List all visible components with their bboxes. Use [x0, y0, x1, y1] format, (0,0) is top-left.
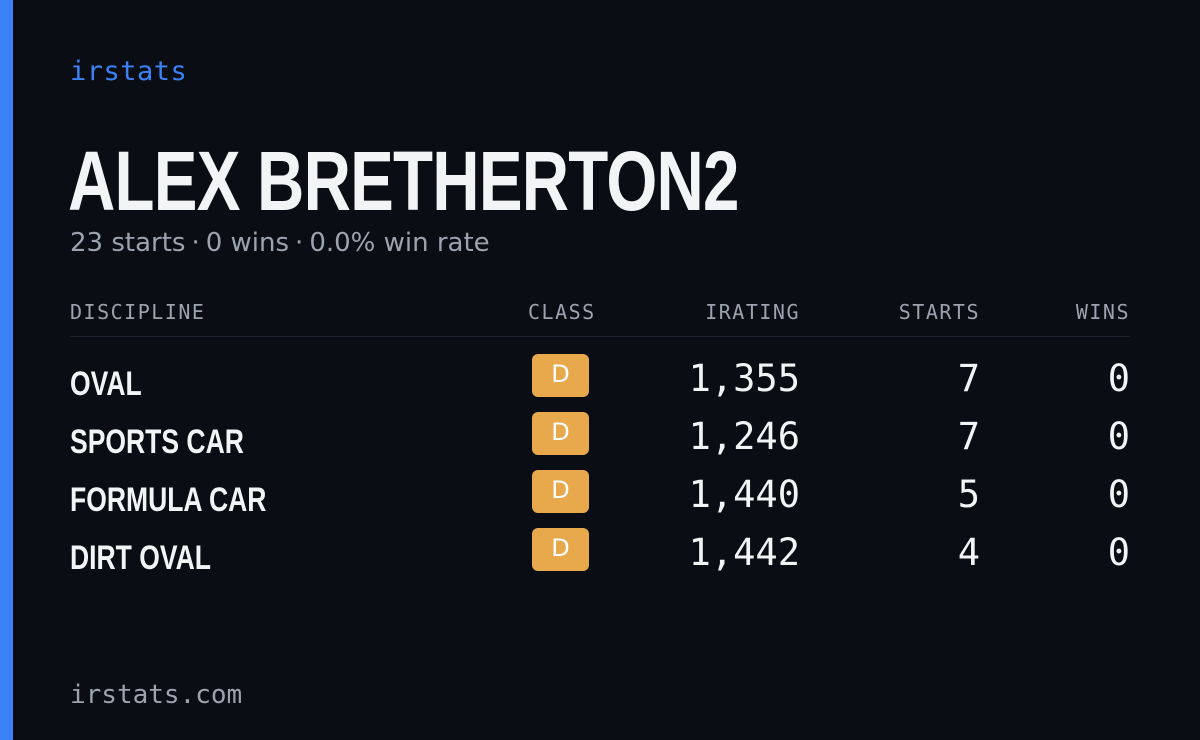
footer-url: irstats.com [70, 680, 243, 710]
starts-value: 7 [957, 357, 980, 400]
starts-value: 4 [957, 531, 980, 574]
accent-bar [0, 0, 13, 740]
summary-separator: · [295, 228, 304, 258]
summary-separator: · [191, 228, 200, 258]
class-badge: D [532, 528, 589, 571]
discipline-table: DISCIPLINE CLASS IRATING STARTS WINS OVA… [70, 300, 1130, 585]
discipline-name: FORMULA CAR [70, 481, 267, 519]
wins-value: 0 [1107, 415, 1130, 458]
header-wins: WINS [1075, 300, 1130, 324]
irating-value: 1,442 [688, 531, 800, 574]
driver-name: ALEX BRETHERTON2 [68, 134, 739, 228]
discipline-name: OVAL [70, 365, 142, 403]
header-irating: IRATING [705, 300, 800, 324]
table-row: FORMULA CAR D 1,440 5 0 [70, 469, 1130, 527]
summary-wins: 0 wins [205, 228, 290, 258]
class-badge: D [532, 470, 589, 513]
header-class: CLASS [528, 300, 596, 324]
irating-value: 1,355 [688, 357, 800, 400]
table-row: DIRT OVAL D 1,442 4 0 [70, 527, 1130, 585]
table-header: DISCIPLINE CLASS IRATING STARTS WINS [70, 300, 1130, 337]
starts-value: 5 [957, 473, 980, 516]
table-row: OVAL D 1,355 7 0 [70, 353, 1130, 411]
summary-win-rate: 0.0% win rate [309, 228, 490, 258]
class-badge: D [532, 412, 589, 455]
starts-value: 7 [957, 415, 980, 458]
driver-summary: 23 starts · 0 wins · 0.0% win rate [70, 228, 490, 258]
wins-value: 0 [1107, 531, 1130, 574]
brand-logo: irstats [70, 56, 188, 87]
header-discipline: DISCIPLINE [70, 300, 206, 324]
summary-starts: 23 starts [70, 228, 186, 258]
irating-value: 1,440 [688, 473, 800, 516]
wins-value: 0 [1107, 357, 1130, 400]
header-starts: STARTS [898, 300, 980, 324]
class-badge: D [532, 354, 589, 397]
wins-value: 0 [1107, 473, 1130, 516]
table-body: OVAL D 1,355 7 0 SPORTS CAR D 1,246 7 0 … [70, 353, 1130, 585]
discipline-name: SPORTS CAR [70, 423, 244, 461]
discipline-name: DIRT OVAL [70, 539, 211, 577]
irating-value: 1,246 [688, 415, 800, 458]
table-row: SPORTS CAR D 1,246 7 0 [70, 411, 1130, 469]
